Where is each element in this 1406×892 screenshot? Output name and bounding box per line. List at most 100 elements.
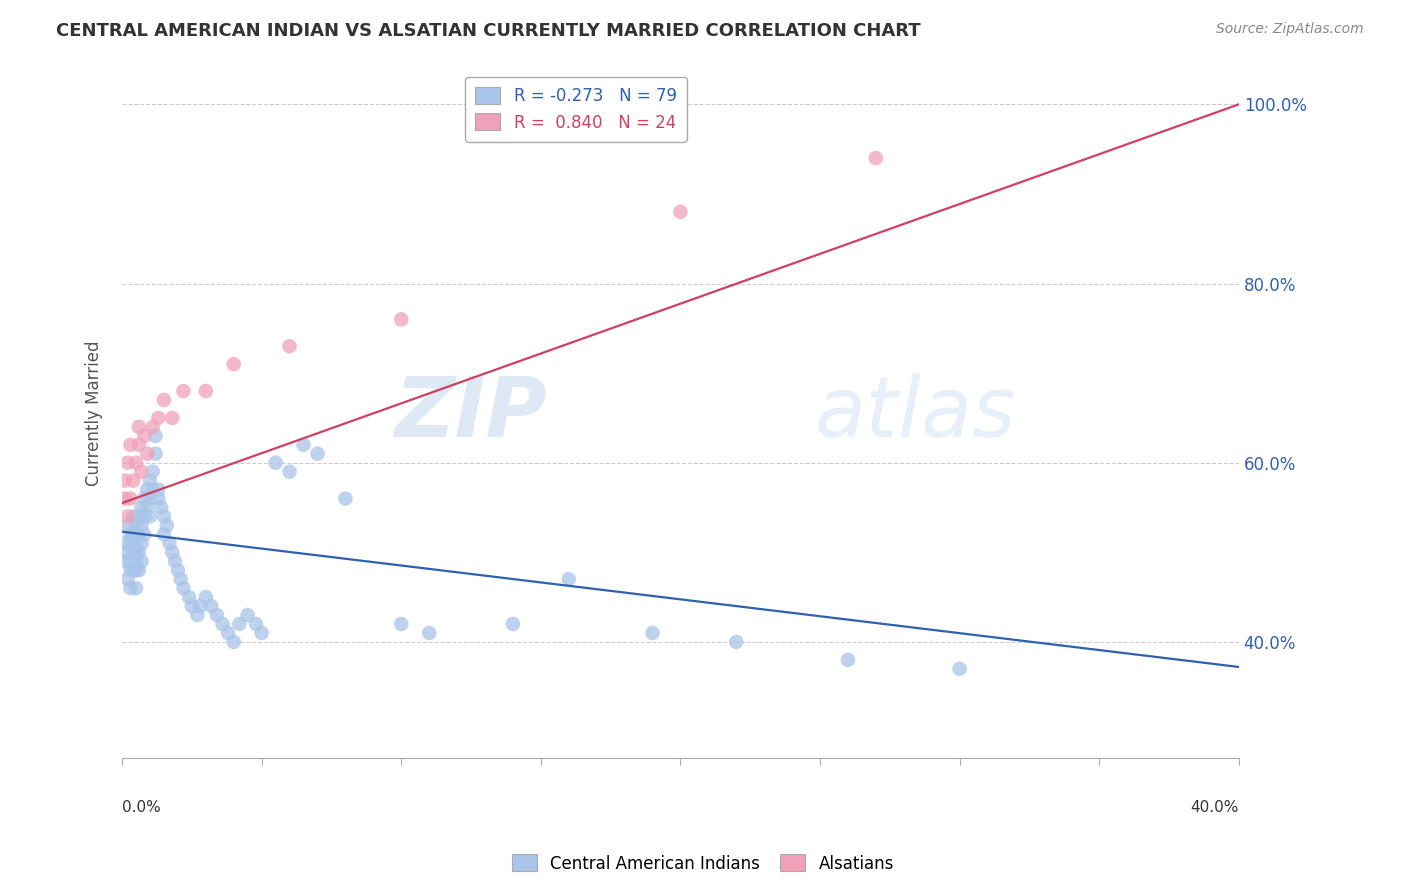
- Point: [117, 545, 139, 559]
- Point: [120, 581, 142, 595]
- Point: [120, 527, 142, 541]
- Text: 0.0%: 0.0%: [122, 800, 160, 814]
- Point: [641, 626, 664, 640]
- Point: [122, 527, 145, 541]
- Point: [128, 438, 150, 452]
- Point: [211, 617, 233, 632]
- Point: [558, 572, 581, 586]
- Point: [156, 518, 179, 533]
- Text: ZIP: ZIP: [394, 373, 547, 454]
- Point: [307, 447, 329, 461]
- Point: [145, 429, 167, 443]
- Point: [122, 509, 145, 524]
- Point: [117, 456, 139, 470]
- Point: [128, 420, 150, 434]
- Point: [148, 411, 170, 425]
- Point: [150, 500, 173, 515]
- Y-axis label: Currently Married: Currently Married: [86, 341, 103, 486]
- Point: [865, 151, 887, 165]
- Text: CENTRAL AMERICAN INDIAN VS ALSATIAN CURRENTLY MARRIED CORRELATION CHART: CENTRAL AMERICAN INDIAN VS ALSATIAN CURR…: [56, 22, 921, 40]
- Point: [292, 438, 315, 452]
- Point: [120, 554, 142, 568]
- Point: [120, 438, 142, 452]
- Point: [245, 617, 267, 632]
- Point: [669, 205, 692, 219]
- Point: [250, 626, 273, 640]
- Point: [117, 509, 139, 524]
- Point: [153, 392, 176, 407]
- Point: [131, 518, 153, 533]
- Point: [180, 599, 202, 613]
- Point: [114, 491, 136, 506]
- Point: [167, 563, 190, 577]
- Point: [128, 527, 150, 541]
- Point: [114, 474, 136, 488]
- Point: [125, 563, 148, 577]
- Point: [194, 384, 217, 398]
- Point: [131, 465, 153, 479]
- Point: [172, 384, 194, 398]
- Point: [117, 572, 139, 586]
- Point: [194, 590, 217, 604]
- Point: [725, 635, 748, 649]
- Point: [125, 581, 148, 595]
- Point: [389, 312, 412, 326]
- Point: [172, 581, 194, 595]
- Point: [217, 626, 239, 640]
- Point: [125, 456, 148, 470]
- Point: [122, 474, 145, 488]
- Legend: R = -0.273   N = 79, R =  0.840   N = 24: R = -0.273 N = 79, R = 0.840 N = 24: [465, 77, 686, 142]
- Point: [188, 599, 211, 613]
- Point: [134, 527, 156, 541]
- Point: [222, 357, 245, 371]
- Point: [186, 607, 208, 622]
- Point: [153, 527, 176, 541]
- Point: [120, 563, 142, 577]
- Point: [148, 491, 170, 506]
- Point: [134, 491, 156, 506]
- Point: [418, 626, 440, 640]
- Point: [134, 429, 156, 443]
- Point: [222, 635, 245, 649]
- Point: [125, 545, 148, 559]
- Point: [228, 617, 250, 632]
- Point: [502, 617, 524, 632]
- Point: [131, 500, 153, 515]
- Point: [162, 545, 184, 559]
- Point: [236, 607, 259, 622]
- Point: [200, 599, 222, 613]
- Point: [122, 545, 145, 559]
- Text: Source: ZipAtlas.com: Source: ZipAtlas.com: [1216, 22, 1364, 37]
- Point: [128, 545, 150, 559]
- Point: [117, 518, 139, 533]
- Point: [264, 456, 287, 470]
- Point: [136, 500, 159, 515]
- Point: [125, 536, 148, 550]
- Point: [159, 536, 181, 550]
- Point: [128, 563, 150, 577]
- Point: [120, 536, 142, 550]
- Point: [139, 509, 162, 524]
- Point: [165, 554, 187, 568]
- Point: [205, 607, 228, 622]
- Point: [136, 447, 159, 461]
- Point: [177, 590, 200, 604]
- Point: [139, 474, 162, 488]
- Point: [120, 491, 142, 506]
- Point: [114, 554, 136, 568]
- Point: [162, 411, 184, 425]
- Point: [170, 572, 193, 586]
- Point: [142, 483, 165, 497]
- Point: [142, 420, 165, 434]
- Point: [145, 447, 167, 461]
- Point: [335, 491, 357, 506]
- Legend: Central American Indians, Alsatians: Central American Indians, Alsatians: [505, 847, 901, 880]
- Point: [114, 536, 136, 550]
- Text: atlas: atlas: [814, 373, 1017, 454]
- Point: [131, 554, 153, 568]
- Point: [278, 465, 301, 479]
- Point: [278, 339, 301, 353]
- Point: [131, 536, 153, 550]
- Point: [125, 518, 148, 533]
- Point: [949, 662, 972, 676]
